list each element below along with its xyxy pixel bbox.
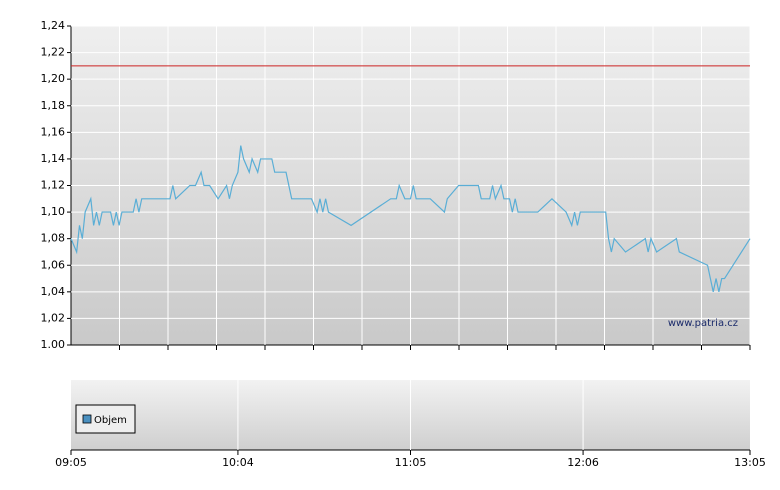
x-tick-label: 10:04	[222, 456, 254, 469]
y-tick-label: 1.00	[41, 338, 66, 351]
legend-label: Objem	[94, 415, 127, 426]
y-tick-label: 1,18	[41, 99, 66, 112]
y-tick-label: 1,24	[41, 19, 66, 32]
x-tick-label: 13:05	[734, 456, 766, 469]
y-tick-label: 1,16	[41, 125, 66, 138]
legend-swatch	[82, 414, 92, 424]
y-tick-label: 1,06	[41, 258, 66, 271]
price-line	[70, 145, 751, 292]
y-tick-label: 1,14	[41, 152, 66, 165]
y-tick-label: 1,12	[41, 179, 66, 192]
x-tick-label: 11:05	[395, 456, 427, 469]
y-tick-label: 1,22	[41, 46, 66, 59]
x-tick-label: 09:05	[55, 456, 87, 469]
y-tick-label: 1,04	[41, 285, 66, 298]
x-tick-label: 12:06	[567, 456, 599, 469]
y-tick-label: 1,20	[41, 72, 66, 85]
y-tick-label: 1,08	[41, 232, 66, 245]
legend: Objem	[75, 404, 136, 434]
watermark: www.patria.cz	[668, 318, 738, 329]
y-tick-label: 1,10	[41, 205, 66, 218]
y-tick-label: 1,02	[41, 311, 66, 324]
